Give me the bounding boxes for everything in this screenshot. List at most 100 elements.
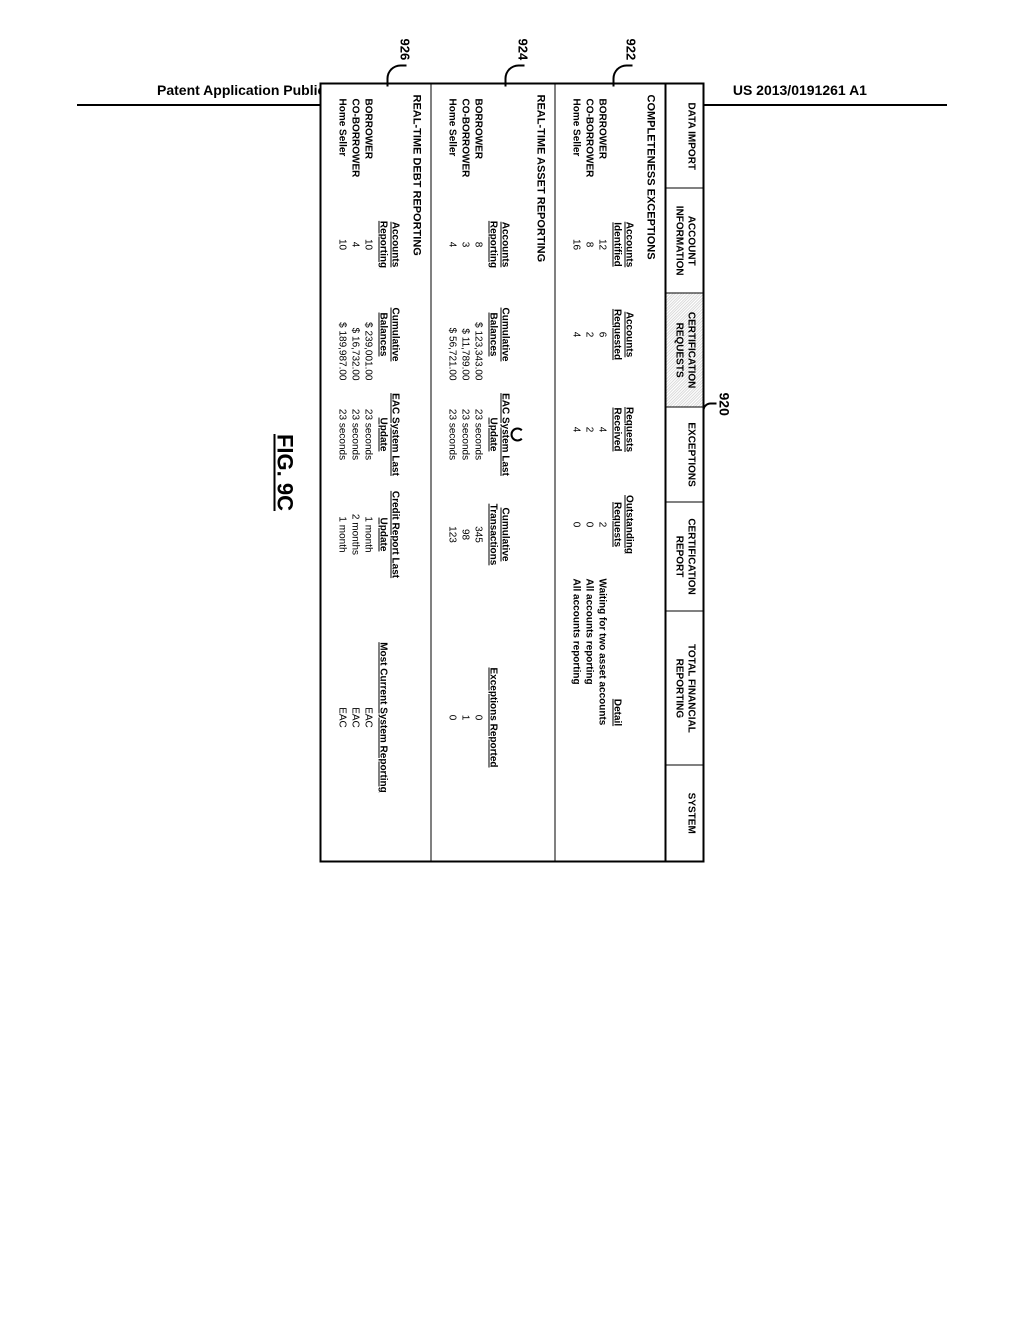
cell: 23 seconds (349, 385, 362, 485)
cell: 2 (583, 385, 596, 475)
table-header-row: Accounts Reporting Cumulative Balances E… (375, 95, 403, 851)
cell: EAC (362, 585, 375, 851)
tab-certification-report[interactable]: CERTIFICATION REPORT (667, 502, 703, 611)
cell: 98 (459, 485, 472, 585)
cell: 123 (446, 485, 459, 585)
row-label: BORROWER (362, 95, 375, 205)
cell: 12 (596, 205, 609, 285)
cell: 23 seconds (459, 385, 472, 485)
th-blank (375, 95, 403, 205)
cell: 0 (472, 585, 485, 851)
cell: 4 (446, 205, 459, 285)
tab-total-financial-reporting[interactable]: TOTAL FINANCIAL REPORTING (667, 612, 703, 766)
cell: 8 (583, 205, 596, 285)
header-right: US 2013/0191261 A1 (733, 82, 867, 98)
th-eac-last-update: EAC System Last Update (375, 385, 403, 485)
callout-922: 922 (624, 39, 639, 61)
th-most-current-system: Most Current System Reporting (375, 585, 403, 851)
th-eac-last-update: EAC System Last Update (485, 385, 527, 485)
section-realtime-debt-reporting: REAL-TIME DEBT REPORTING Accounts Report… (322, 85, 431, 861)
cell: All accounts reporting (583, 575, 596, 851)
cell: EAC (336, 585, 349, 851)
th-accounts-reporting: Accounts Reporting (485, 205, 527, 285)
table-header-row: Accounts Reporting Cumulative Balances E… (485, 95, 527, 851)
cell: 16 (570, 205, 583, 285)
table-row: Home Seller 4 $ 56,721.00 23 seconds 123… (446, 95, 459, 851)
cell: 4 (570, 385, 583, 475)
th-credit-report-last-update: Credit Report Last Update (375, 485, 403, 585)
th-accounts-identified: Accounts Identified (609, 205, 637, 285)
cell: 0 (446, 585, 459, 851)
cell: 23 seconds (472, 385, 485, 485)
tab-account-information[interactable]: ACCOUNT INFORMATION (667, 189, 703, 293)
th-blank (609, 95, 637, 205)
table-header-row: Accounts Identified Accounts Requested R… (609, 95, 637, 851)
table-row: Home Seller 16 4 4 0 All accounts report… (570, 95, 583, 851)
cell: 3 (459, 205, 472, 285)
section1-table: Accounts Identified Accounts Requested R… (570, 95, 637, 851)
cell: $ 239,001.00 (362, 285, 375, 385)
th-accounts-requested: Accounts Requested (609, 285, 637, 385)
tab-bar: DATA IMPORT ACCOUNT INFORMATION CERTIFIC… (665, 85, 703, 861)
section2-title: REAL-TIME ASSET REPORTING (535, 95, 547, 851)
tab-system[interactable]: SYSTEM (667, 766, 703, 861)
cell: 6 (596, 285, 609, 385)
cell: 0 (583, 475, 596, 575)
cell: 23 seconds (446, 385, 459, 485)
cell: 10 (362, 205, 375, 285)
cell: 23 seconds (362, 385, 375, 485)
cell: 4 (570, 285, 583, 385)
tab-certification-requests[interactable]: CERTIFICATION REQUESTS (667, 293, 703, 407)
cell: 8 (472, 205, 485, 285)
cell: 0 (570, 475, 583, 575)
table-row: BORROWER 8 $ 123,343.00 23 seconds 345 0 (472, 95, 485, 851)
section1-title: COMPLETENESS EXCEPTIONS (645, 95, 657, 851)
cell: 1 (459, 585, 472, 851)
cell: 2 (596, 475, 609, 575)
figure-caption: FIG. 9C (272, 434, 298, 511)
row-label: Home Seller (570, 95, 583, 205)
figure-panel: DATA IMPORT ACCOUNT INFORMATION CERTIFIC… (320, 83, 705, 863)
callout-926-curve (387, 65, 407, 87)
table-row: Home Seller 10 $ 189,987.00 23 seconds 1… (336, 95, 349, 851)
th-cumulative-balances: Cumulative Balances (485, 285, 527, 385)
callout-922-curve (613, 65, 633, 87)
cell: $ 11,789.00 (459, 285, 472, 385)
callout-920-line (703, 403, 717, 423)
section2-table: Accounts Reporting Cumulative Balances E… (446, 95, 527, 851)
tab-exceptions[interactable]: EXCEPTIONS (667, 408, 703, 503)
cell: $ 16,732.00 (349, 285, 362, 385)
row-label: Home Seller (446, 95, 459, 205)
table-row: BORROWER 12 6 4 2 Waiting for two asset … (596, 95, 609, 851)
section-completeness-exceptions: COMPLETENESS EXCEPTIONS Accounts Identif… (555, 85, 665, 861)
table-row: BORROWER 10 $ 239,001.00 23 seconds 1 mo… (362, 95, 375, 851)
th-accounts-reporting: Accounts Reporting (375, 205, 403, 285)
th-requests-received: Requests Received (609, 385, 637, 475)
callout-924-curve (505, 65, 525, 87)
row-label: BORROWER (472, 95, 485, 205)
cell: 4 (349, 205, 362, 285)
row-label: CO-BORROWER (459, 95, 472, 205)
row-label: CO-BORROWER (583, 95, 596, 205)
refresh-icon (511, 428, 525, 442)
th-text: EAC System Last Update (488, 393, 511, 476)
cell: EAC (349, 585, 362, 851)
tab-data-import[interactable]: DATA IMPORT (667, 85, 703, 189)
section-realtime-asset-reporting: REAL-TIME ASSET REPORTING Accounts Repor… (431, 85, 555, 861)
table-row: CO-BORROWER 3 $ 11,789.00 23 seconds 98 … (459, 95, 472, 851)
th-blank (485, 95, 527, 205)
callout-920: 920 (717, 393, 733, 416)
callout-924: 924 (516, 39, 531, 61)
th-detail: Detail (609, 575, 637, 851)
cell: $ 123,343.00 (472, 285, 485, 385)
th-outstanding-requests: Outstanding Requests (609, 475, 637, 575)
th-cumulative-transactions: Cumulative Transactions (485, 485, 527, 585)
th-exceptions-reported: Exceptions Reported (485, 585, 527, 851)
section3-title: REAL-TIME DEBT REPORTING (411, 95, 423, 851)
cell: $ 189,987.00 (336, 285, 349, 385)
table-row: CO-BORROWER 4 $ 16,732.00 23 seconds 2 m… (349, 95, 362, 851)
table-row: CO-BORROWER 8 2 2 0 All accounts reporti… (583, 95, 596, 851)
cell: Waiting for two asset accounts (596, 575, 609, 851)
cell: 2 months (349, 485, 362, 585)
cell: 23 seconds (336, 385, 349, 485)
